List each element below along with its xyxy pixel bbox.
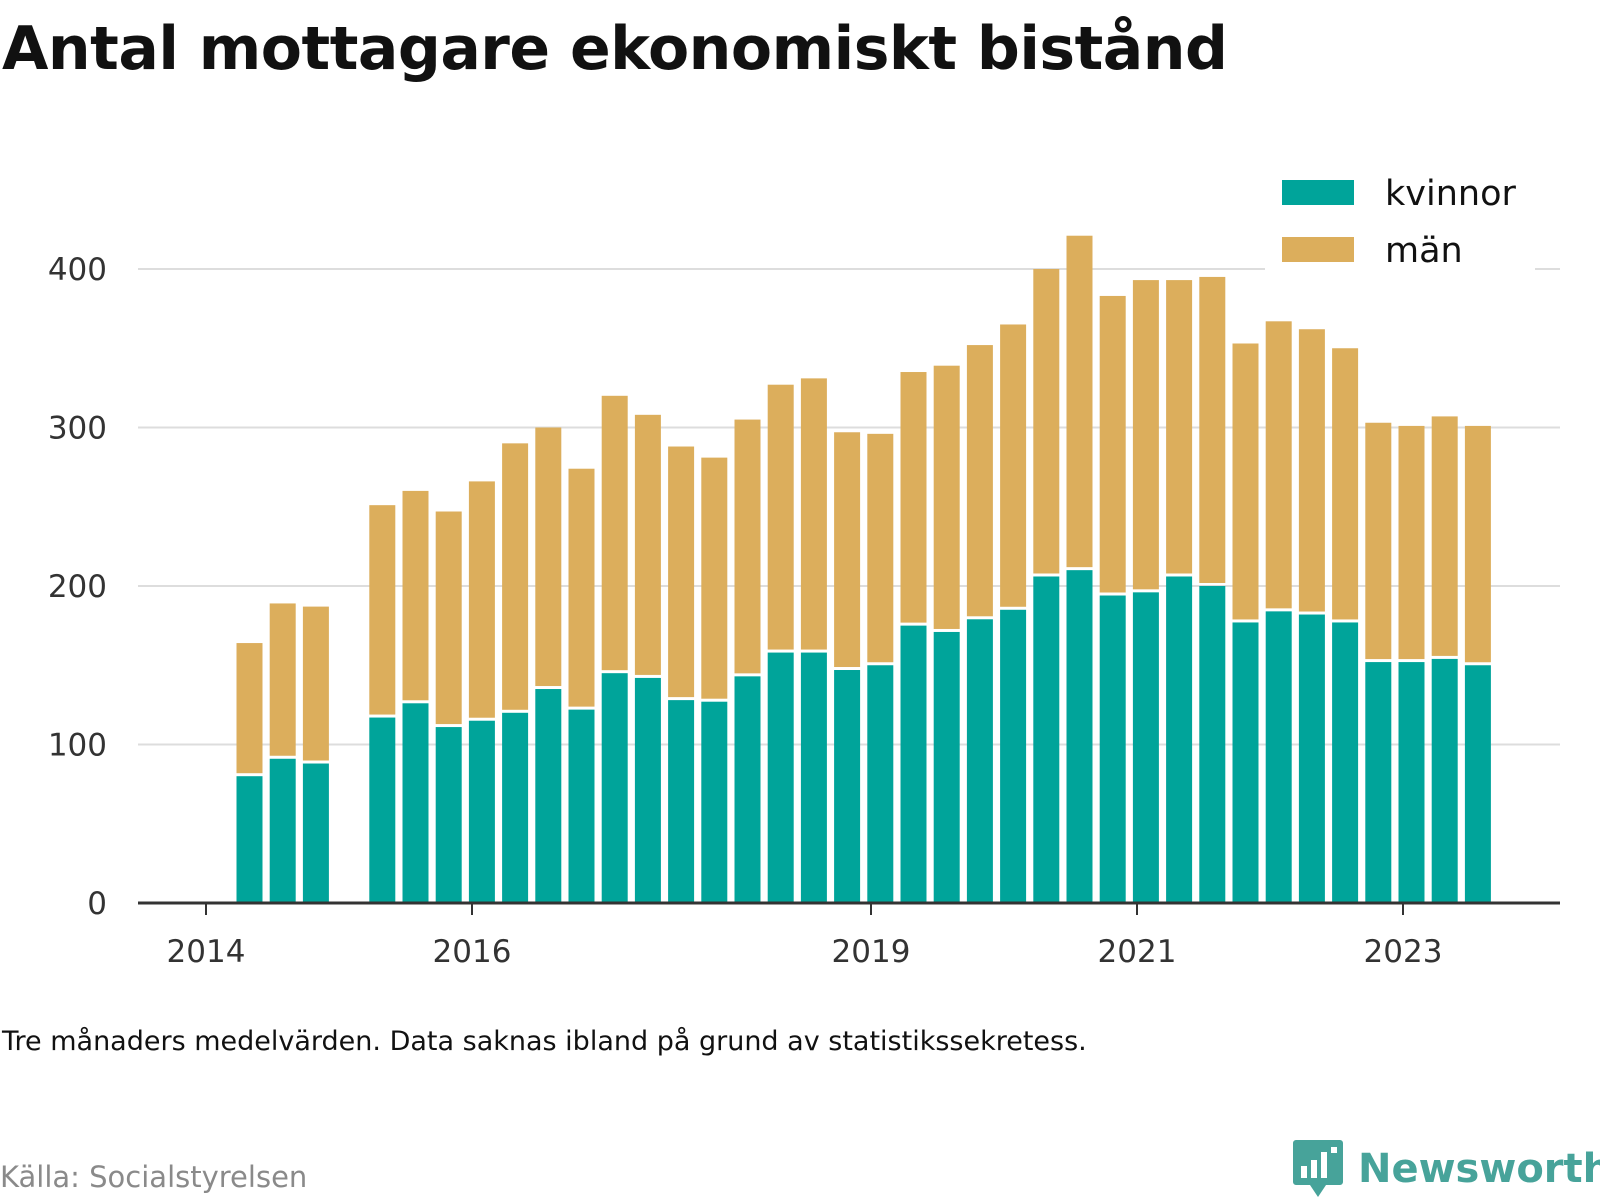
- bar-man: [1298, 329, 1325, 612]
- bar-man: [734, 419, 761, 674]
- bar-kvinnor: [1232, 622, 1259, 903]
- bar-kvinnor: [601, 673, 628, 903]
- newsworthy-logo-icon: [1293, 1140, 1343, 1197]
- x-tick-label: 2016: [433, 934, 512, 970]
- bar-kvinnor: [1431, 658, 1458, 903]
- bar-man: [502, 443, 529, 710]
- bar-kvinnor: [1398, 662, 1425, 903]
- bar-man: [1099, 295, 1126, 593]
- bar-man: [468, 481, 495, 718]
- bar-man: [435, 511, 462, 725]
- bar-kvinnor: [767, 652, 794, 903]
- y-axis-ticks: 0 100 200 300 400: [48, 252, 107, 922]
- bar-man: [1232, 343, 1259, 620]
- x-tick-label: 2021: [1098, 934, 1177, 970]
- bar-kvinnor: [1099, 595, 1126, 903]
- bar-kvinnor: [966, 619, 993, 903]
- bar-kvinnor: [1332, 622, 1359, 903]
- brand[interactable]: Newsworthy: [1292, 1138, 1600, 1200]
- bar-man: [800, 378, 827, 650]
- bar-man: [302, 606, 329, 761]
- bar-kvinnor: [1132, 592, 1159, 903]
- source-credit: Källa: Socialstyrelsen: [0, 1160, 308, 1194]
- bar-chart: 0 100 200 300 400 2014 2016 2019 2021 2023 kvinn…: [48, 174, 1560, 970]
- legend: kvinnor män: [1265, 174, 1535, 277]
- bar-man: [701, 457, 728, 699]
- y-tick-label: 400: [48, 252, 107, 288]
- bar-kvinnor: [535, 689, 562, 903]
- bar-man: [269, 603, 296, 756]
- bar-man: [1166, 280, 1193, 574]
- bar-kvinnor: [933, 631, 960, 903]
- bar-kvinnor: [900, 625, 927, 903]
- bar-man: [834, 432, 861, 668]
- bar-man: [1132, 280, 1159, 590]
- bar-man: [568, 468, 595, 707]
- legend-label: män: [1385, 231, 1463, 271]
- bar-man: [1265, 321, 1292, 609]
- bar-kvinnor: [369, 717, 396, 903]
- bar-kvinnor: [435, 727, 462, 903]
- x-axis: 2014 2016 2019 2021 2023: [138, 901, 1560, 970]
- bar-kvinnor: [1000, 609, 1027, 903]
- bar-kvinnor: [1066, 570, 1093, 903]
- bar-man: [634, 414, 661, 675]
- y-tick-label: 200: [48, 569, 107, 605]
- brand-name: Newsworthy: [1358, 1146, 1600, 1192]
- bar-man: [1464, 425, 1491, 663]
- bar-kvinnor: [701, 701, 728, 903]
- bar-man: [933, 365, 960, 629]
- bar-kvinnor: [1033, 576, 1060, 903]
- bar-kvinnor: [1166, 576, 1193, 903]
- legend-swatch: [1282, 180, 1354, 205]
- bar-kvinnor: [800, 652, 827, 903]
- bar-man: [236, 643, 263, 774]
- y-tick-label: 300: [48, 411, 107, 447]
- bar-man: [601, 395, 628, 671]
- bar-kvinnor: [402, 703, 429, 903]
- y-tick-label: 0: [87, 886, 107, 922]
- x-tick-label: 2023: [1364, 934, 1443, 970]
- bar-kvinnor: [1298, 614, 1325, 903]
- bar-kvinnor: [634, 677, 661, 903]
- bar-man: [1066, 235, 1093, 568]
- bar-man: [867, 433, 894, 663]
- bar-man: [369, 505, 396, 715]
- chart-title: Antal mottagare ekonomiskt bistånd: [2, 14, 1228, 84]
- bar-kvinnor: [269, 758, 296, 903]
- bar-man: [1199, 276, 1226, 583]
- bar-kvinnor: [1265, 611, 1292, 903]
- bar-man: [767, 384, 794, 650]
- bar-kvinnor: [236, 776, 263, 903]
- legend-swatch: [1282, 237, 1354, 262]
- bar-man: [1398, 425, 1425, 660]
- x-tick-label: 2019: [832, 934, 911, 970]
- bar-man: [535, 427, 562, 687]
- chart-note: Tre månaders medelvärden. Data saknas ib…: [2, 1026, 1087, 1057]
- bar-kvinnor: [834, 670, 861, 903]
- bar-man: [1332, 348, 1359, 620]
- bar-man: [966, 345, 993, 617]
- legend-label: kvinnor: [1385, 174, 1516, 214]
- bar-man: [900, 372, 927, 623]
- bar-kvinnor: [1365, 662, 1392, 903]
- bar-kvinnor: [568, 709, 595, 903]
- bar-man: [402, 490, 429, 701]
- bar-man: [1365, 422, 1392, 660]
- x-tick-label: 2014: [167, 934, 246, 970]
- bar-kvinnor: [668, 700, 695, 903]
- bar-kvinnor: [502, 712, 529, 903]
- bar-man: [668, 446, 695, 698]
- bars: [236, 235, 1491, 903]
- bar-man: [1431, 416, 1458, 656]
- bar-kvinnor: [867, 665, 894, 903]
- bar-man: [1033, 269, 1060, 574]
- bar-kvinnor: [1199, 586, 1226, 903]
- bar-man: [1000, 324, 1027, 607]
- bar-kvinnor: [468, 720, 495, 903]
- bar-kvinnor: [302, 763, 329, 903]
- bar-kvinnor: [734, 676, 761, 903]
- bar-kvinnor: [1464, 665, 1491, 903]
- y-tick-label: 100: [48, 728, 107, 764]
